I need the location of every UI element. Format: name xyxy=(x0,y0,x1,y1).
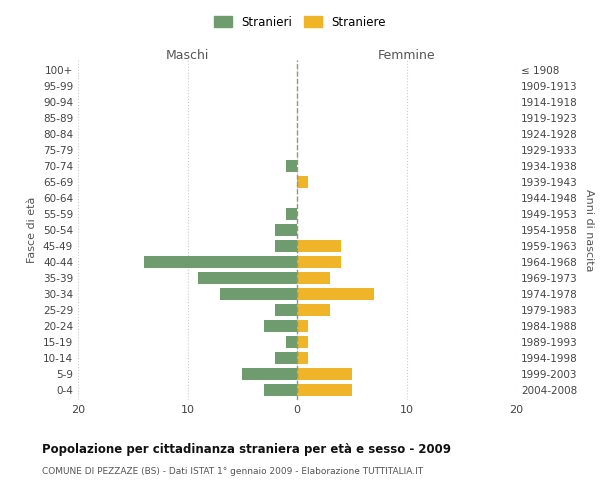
Bar xyxy=(297,336,308,348)
Bar xyxy=(297,352,308,364)
Bar xyxy=(275,240,297,252)
Bar xyxy=(275,304,297,316)
Text: COMUNE DI PEZZAZE (BS) - Dati ISTAT 1° gennaio 2009 - Elaborazione TUTTITALIA.IT: COMUNE DI PEZZAZE (BS) - Dati ISTAT 1° g… xyxy=(42,468,423,476)
Bar xyxy=(144,256,297,268)
Bar xyxy=(297,176,308,188)
Bar xyxy=(275,352,297,364)
Y-axis label: Fasce di età: Fasce di età xyxy=(28,197,37,263)
Text: Popolazione per cittadinanza straniera per età e sesso - 2009: Popolazione per cittadinanza straniera p… xyxy=(42,442,451,456)
Bar xyxy=(297,240,341,252)
Bar xyxy=(264,320,297,332)
Bar xyxy=(242,368,297,380)
Bar xyxy=(297,320,308,332)
Bar xyxy=(297,288,374,300)
Bar xyxy=(275,224,297,236)
Bar xyxy=(199,272,297,284)
Bar xyxy=(220,288,297,300)
Bar xyxy=(286,336,297,348)
Bar xyxy=(297,272,330,284)
Bar xyxy=(297,368,352,380)
Text: Femmine: Femmine xyxy=(377,48,436,62)
Text: Maschi: Maschi xyxy=(166,48,209,62)
Bar xyxy=(264,384,297,396)
Bar xyxy=(286,160,297,172)
Bar xyxy=(297,384,352,396)
Bar xyxy=(297,304,330,316)
Bar xyxy=(297,256,341,268)
Y-axis label: Anni di nascita: Anni di nascita xyxy=(584,188,594,271)
Bar xyxy=(286,208,297,220)
Legend: Stranieri, Straniere: Stranieri, Straniere xyxy=(209,11,391,34)
